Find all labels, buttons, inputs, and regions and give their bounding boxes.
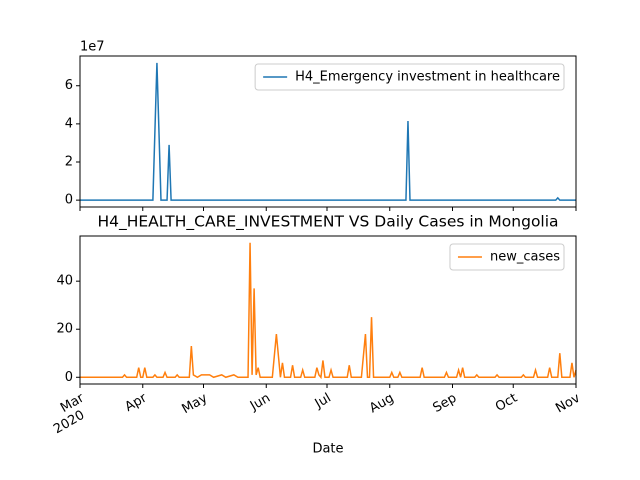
x-tick-label: Oct <box>493 391 520 415</box>
x-tick-label: May <box>179 391 210 418</box>
y-offset-label: 1e7 <box>80 40 105 55</box>
y-tick-label: 40 <box>56 274 73 289</box>
legend-label: H4_Emergency investment in healthcare <box>295 70 560 85</box>
y-tick-label: 0 <box>65 193 73 208</box>
legend-box <box>449 243 565 271</box>
x-tick-label: Jun <box>247 391 273 415</box>
axes-frame <box>79 235 577 385</box>
x-tick-label: Apr <box>123 390 151 415</box>
y-tick-label: 4 <box>65 116 73 131</box>
y-tick-label: 0 <box>65 370 73 385</box>
axes-frame <box>79 55 577 208</box>
x-tick-label: Aug <box>367 391 396 417</box>
x-axis-label: Date <box>312 442 343 457</box>
legend-label: new_cases <box>490 250 560 265</box>
y-tick-label: 20 <box>56 322 73 337</box>
y-tick-label: 2 <box>65 155 73 170</box>
x-tick-label: Sep <box>431 391 460 416</box>
legend-box <box>254 63 565 91</box>
x-tick-label: Jul <box>312 391 334 412</box>
data-line <box>80 242 577 380</box>
panel-title: H4_HEALTH_CARE_INVESTMENT VS Daily Cases… <box>97 213 558 232</box>
data-line <box>80 62 576 201</box>
x-tick-label: Nov <box>553 391 583 417</box>
y-tick-label: 6 <box>65 78 73 93</box>
